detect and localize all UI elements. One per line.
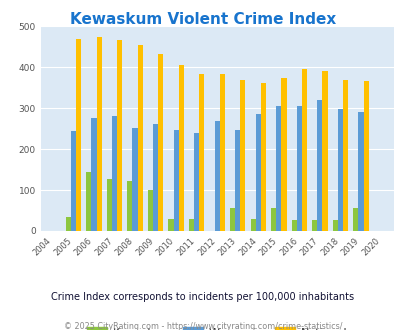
Bar	[137, 45, 143, 231]
Bar	[127, 181, 132, 231]
Bar	[281, 78, 286, 231]
Bar	[311, 219, 317, 231]
Bar	[230, 208, 234, 231]
Bar	[117, 40, 122, 231]
Text: © 2025 CityRating.com - https://www.cityrating.com/crime-statistics/: © 2025 CityRating.com - https://www.city…	[64, 322, 341, 330]
Bar	[178, 65, 183, 231]
Bar	[234, 129, 240, 231]
Bar	[358, 112, 362, 231]
Bar	[91, 118, 96, 231]
Bar	[317, 100, 322, 231]
Bar	[240, 81, 245, 231]
Bar	[199, 74, 204, 231]
Bar	[275, 106, 281, 231]
Bar	[342, 80, 347, 231]
Text: Crime Index corresponds to incidents per 100,000 inhabitants: Crime Index corresponds to incidents per…	[51, 292, 354, 302]
Bar	[337, 109, 342, 231]
Bar	[271, 208, 275, 231]
Bar	[322, 71, 327, 231]
Bar	[214, 121, 219, 231]
Bar	[260, 83, 265, 231]
Text: Kewaskum Violent Crime Index: Kewaskum Violent Crime Index	[70, 12, 335, 26]
Bar	[158, 54, 163, 231]
Bar	[66, 217, 71, 231]
Bar	[255, 114, 260, 231]
Bar	[332, 219, 337, 231]
Bar	[301, 69, 306, 231]
Bar	[168, 219, 173, 231]
Bar	[96, 37, 101, 231]
Bar	[112, 116, 117, 231]
Bar	[296, 106, 301, 231]
Bar	[147, 190, 153, 231]
Bar	[250, 219, 255, 231]
Bar	[188, 219, 194, 231]
Legend: Kewaskum, Wisconsin, National: Kewaskum, Wisconsin, National	[82, 322, 351, 330]
Bar	[352, 208, 358, 231]
Bar	[107, 179, 112, 231]
Bar	[219, 74, 224, 231]
Bar	[76, 39, 81, 231]
Bar	[194, 133, 199, 231]
Bar	[153, 124, 158, 231]
Bar	[132, 128, 137, 231]
Bar	[173, 129, 178, 231]
Bar	[86, 173, 91, 231]
Bar	[291, 219, 296, 231]
Bar	[71, 131, 76, 231]
Bar	[362, 81, 368, 231]
